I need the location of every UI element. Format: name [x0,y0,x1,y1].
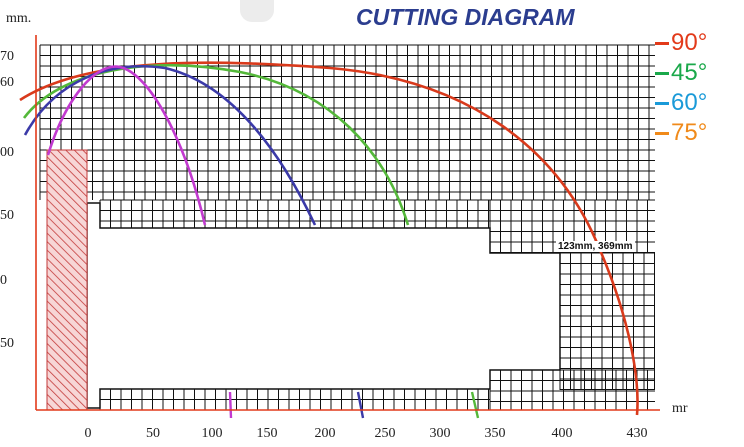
curve-45-tail [470,391,480,419]
legend-swatch [655,101,669,105]
x-tick-label: 350 [484,426,506,441]
x-tick-label: 0 [84,426,92,441]
axes [35,35,660,411]
y-tick-label: 0 [0,273,7,288]
curve-60-tail [356,391,365,419]
diagram-title: CUTTING DIAGRAM [356,4,575,30]
legend-label: 60° [671,89,708,116]
legend-label: 90° [671,29,708,56]
y-tick-label: 70 [0,49,14,64]
workpiece-outline [86,202,561,409]
legend-swatch [655,131,669,135]
grid [39,44,655,411]
x-tick-label: 430 [626,426,648,441]
legend-label: 45° [671,59,708,86]
legend-item-60: 60° [655,88,743,118]
x-tick-label: 200 [314,426,336,441]
legend-item-90: 90° [655,28,743,58]
x-tick-label: 300 [429,426,451,441]
curve-60 [23,65,317,226]
curve-45 [22,63,410,226]
x-tick-label: 400 [551,426,573,441]
y-tick-label: 00 [0,145,14,160]
y-tick-label: 50 [0,336,14,351]
hatched-clamp-region [46,149,88,411]
x-tick-label: 150 [256,426,278,441]
decorative-shape [240,0,274,22]
legend-swatch [655,71,669,75]
x-tick-label: 50 [146,426,160,441]
legend-swatch [655,41,669,45]
curve-75-tail [228,391,233,419]
y-axis-unit: mm. [6,11,32,26]
legend-label: 75° [671,119,708,146]
x-axis-unit: mr [672,401,688,416]
cutting-curves [19,61,639,419]
legend: 90° 45° 60° 75° [655,28,743,148]
curve-75 [46,65,207,226]
x-tick-label: 250 [374,426,396,441]
legend-item-45: 45° [655,58,743,88]
legend-item-75: 75° [655,118,743,148]
dimension-annotation: 123mm, 369mm [556,241,635,252]
y-tick-label: 60 [0,75,14,90]
x-tick-label: 100 [201,426,223,441]
y-tick-label: 50 [0,208,14,223]
